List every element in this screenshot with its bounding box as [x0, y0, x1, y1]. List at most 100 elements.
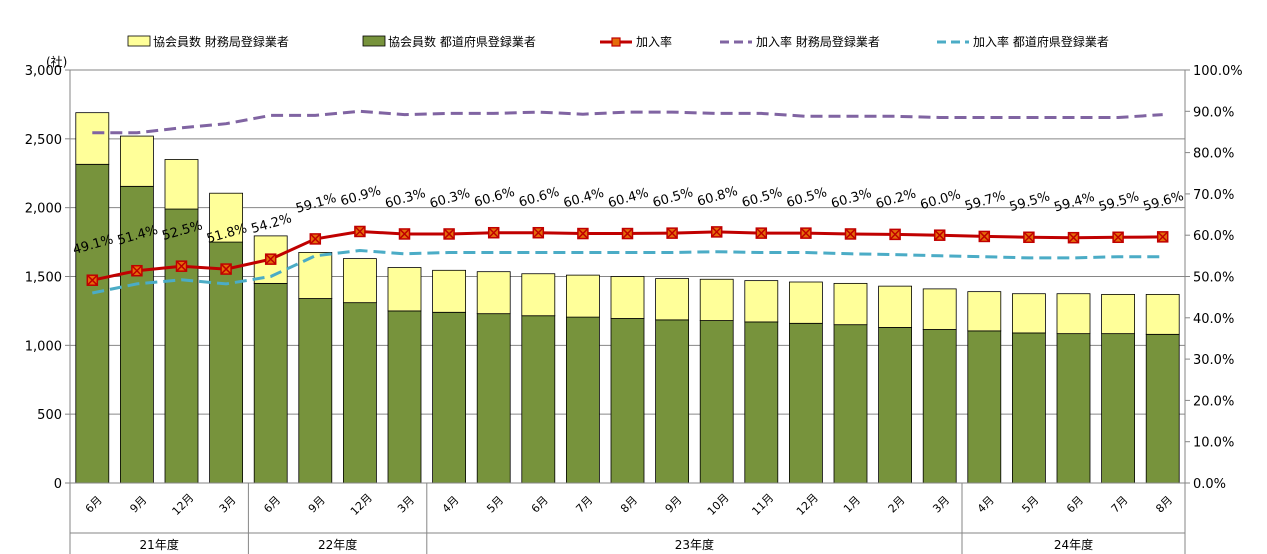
- marker-cross: [711, 226, 723, 238]
- y-axis-unit: (社): [46, 54, 67, 69]
- bar-prefectural: [476, 313, 511, 484]
- x-category-label: 3月: [395, 494, 417, 516]
- data-label: 59.6%: [1142, 189, 1186, 215]
- line-finance-bureau-rate: [92, 109, 1163, 135]
- bar-prefectural: [1011, 332, 1046, 484]
- bar-finance-bureau: [119, 135, 154, 187]
- bar-prefectural: [788, 322, 823, 484]
- bar-finance-bureau: [967, 291, 1002, 332]
- x-category-label: 10月: [705, 491, 732, 518]
- x-category-label: 9月: [127, 494, 149, 516]
- data-label: 60.5%: [651, 185, 695, 211]
- fiscal-year-label: 21年度: [140, 537, 179, 552]
- bar-prefectural: [209, 241, 244, 484]
- y2-axis-ticks: 0.0% 10.0% 20.0% 30.0% 40.0% 50.0% 60.0% 70.0% 8…: [1185, 64, 1243, 492]
- y2-tick-label: 70.0%: [1193, 188, 1234, 203]
- marker-cross: [443, 228, 455, 240]
- marker-cross: [577, 228, 589, 240]
- bar-finance-bureau: [1011, 293, 1046, 334]
- marker-cross: [1023, 231, 1035, 243]
- data-label: 60.9%: [339, 184, 383, 210]
- legend-label: 加入率: [636, 34, 672, 49]
- bar-prefectural: [655, 319, 690, 484]
- bar-prefectural: [253, 282, 288, 484]
- x-category-label: 8月: [618, 494, 640, 516]
- x-category-label: 7月: [573, 494, 595, 516]
- x-category-label: 9月: [306, 494, 328, 516]
- legend-label: 協会員数 財務局登録業者: [153, 34, 289, 49]
- bar-prefectural: [387, 310, 422, 484]
- y-axis-ticks: 0 500 1,000 1,500 2,000 2,500 3,000: [25, 64, 70, 492]
- marker-cross: [1157, 231, 1169, 243]
- x-category-label: 7月: [1109, 494, 1131, 516]
- bar-finance-bureau: [565, 274, 600, 318]
- marker-cross: [978, 230, 990, 242]
- marker-cross: [265, 253, 277, 265]
- bar-finance-bureau: [387, 267, 422, 312]
- bar-prefectural: [1145, 333, 1180, 484]
- y-tick-label: 1,000: [25, 339, 62, 354]
- x-category-label: 3月: [217, 494, 239, 516]
- data-label: 60.8%: [696, 184, 740, 210]
- x-category-label: 6月: [83, 494, 105, 516]
- data-label: 59.7%: [963, 188, 1007, 214]
- y2-tick-label: 50.0%: [1193, 271, 1234, 286]
- marker-cross: [220, 263, 232, 275]
- x-category-label: 6月: [1064, 494, 1086, 516]
- y2-tick-label: 0.0%: [1193, 477, 1226, 492]
- marker-cross: [621, 228, 634, 240]
- y2-tick-label: 20.0%: [1193, 394, 1234, 409]
- legend-swatch: [362, 35, 386, 47]
- legend-label: 加入率 財務局登録業者: [756, 34, 880, 49]
- fiscal-year-label: 24年度: [1054, 537, 1093, 552]
- legend-label: 協会員数 都道府県登録業者: [388, 34, 536, 49]
- data-label: 59.1%: [294, 191, 338, 217]
- bar-prefectural: [1056, 333, 1091, 484]
- marker-cross: [800, 227, 812, 239]
- y2-tick-label: 100.0%: [1193, 64, 1243, 79]
- legend-swatch: [127, 35, 151, 47]
- bar-prefectural: [878, 327, 913, 484]
- bar-prefectural: [922, 329, 957, 484]
- x-category-label: 4月: [440, 494, 462, 516]
- axes: [69, 70, 1186, 484]
- marker-cross: [844, 228, 857, 240]
- y2-tick-label: 30.0%: [1193, 353, 1234, 368]
- y2-tick-label: 40.0%: [1193, 312, 1234, 327]
- marker-cross: [1112, 231, 1124, 243]
- marker-cross: [86, 274, 98, 286]
- bar-finance-bureau: [699, 278, 734, 321]
- legend-label: 加入率 都道府県登録業者: [973, 34, 1109, 49]
- bar-prefectural: [565, 316, 600, 484]
- bar-finance-bureau: [744, 280, 779, 323]
- x-category-label: 6月: [529, 494, 551, 516]
- marker-cross: [889, 228, 901, 240]
- x-category-label: 9月: [663, 494, 685, 516]
- marker-cross: [1067, 232, 1080, 244]
- marker-cross: [666, 227, 678, 239]
- legend-marker: [611, 37, 621, 47]
- y2-tick-label: 80.0%: [1193, 147, 1234, 162]
- bar-finance-bureau: [610, 276, 645, 319]
- x-category-label: 12月: [348, 491, 375, 518]
- data-label: 60.5%: [785, 185, 829, 211]
- x-axis-categories: 6月 9月 12月 3月 6月 9月 12月 3月 4月 5月 6月 7月 8月 9月 10月 11月 12月 1…: [83, 491, 1175, 518]
- line-prefectural-rate: [92, 248, 1163, 295]
- marker-cross: [934, 229, 946, 241]
- bar-finance-bureau: [298, 252, 333, 299]
- bar-finance-bureau: [1145, 293, 1180, 335]
- bar-prefectural: [164, 208, 199, 484]
- data-label: 59.5%: [1097, 189, 1141, 215]
- bar-prefectural: [342, 302, 377, 484]
- bar-finance-bureau: [209, 192, 244, 243]
- y-tick-label: 2,000: [25, 202, 62, 217]
- fiscal-year-label: 23年度: [675, 537, 714, 552]
- x-category-label: 3月: [930, 494, 952, 516]
- bar-prefectural: [744, 321, 779, 484]
- y-tick-label: 2,500: [25, 133, 62, 148]
- bar-finance-bureau: [922, 288, 957, 330]
- x-category-label: 6月: [261, 494, 283, 516]
- bar-finance-bureau: [788, 281, 823, 324]
- bar-prefectural: [699, 320, 734, 484]
